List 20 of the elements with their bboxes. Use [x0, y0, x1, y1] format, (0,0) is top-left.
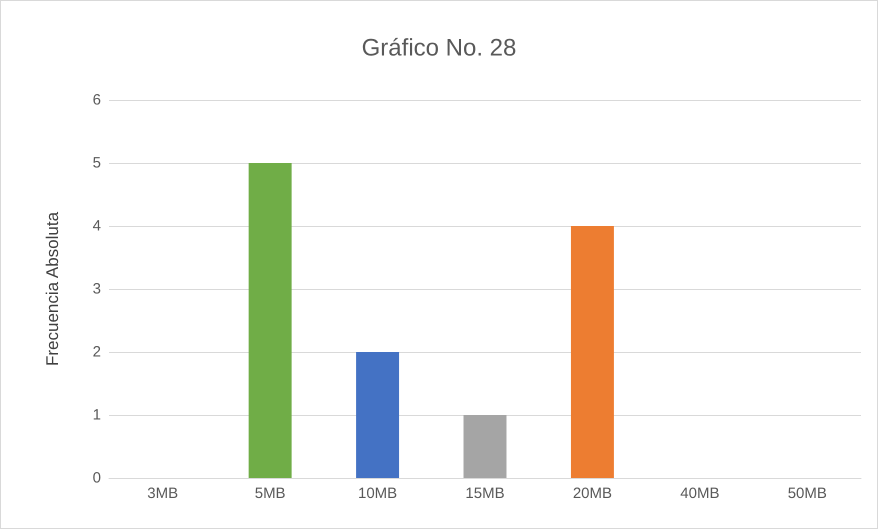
y-tick-label: 2: [92, 344, 101, 360]
y-axis-title: Frecuencia Absoluta: [43, 211, 62, 366]
chart-title: Gráfico No. 28: [362, 34, 516, 62]
y-tick-label: 5: [92, 154, 101, 172]
x-tick-label: 15MB: [465, 485, 505, 502]
x-tick-label: 3MB: [147, 485, 178, 502]
x-tick-label: 10MB: [358, 485, 398, 502]
y-tick-label: 6: [92, 92, 101, 108]
x-tick-label: 50MB: [788, 485, 827, 502]
y-tick-label: 4: [92, 218, 101, 234]
x-tick-label: 20MB: [572, 485, 612, 502]
y-tick-label: 0: [92, 470, 101, 486]
y-tick-label: 1: [92, 406, 101, 424]
bar: [248, 163, 292, 478]
x-tick-label: 5MB: [254, 485, 286, 502]
bar: [464, 415, 506, 478]
bar: [570, 226, 614, 478]
bar: [356, 352, 400, 478]
x-tick-label: 40MB: [680, 485, 720, 502]
y-tick-label: 3: [92, 280, 101, 298]
